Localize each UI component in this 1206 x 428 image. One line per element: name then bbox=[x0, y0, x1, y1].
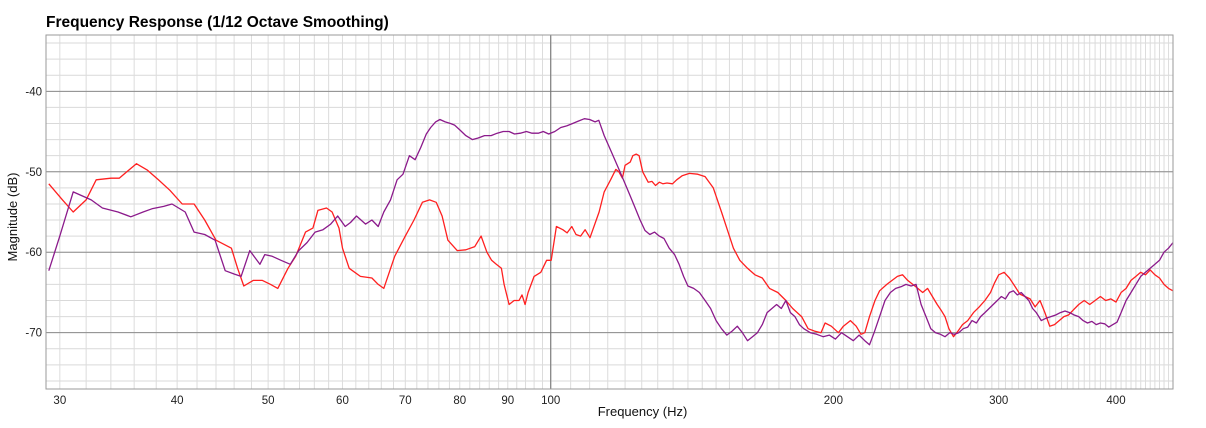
y-tick-label: -70 bbox=[25, 328, 42, 340]
y-axis-ticks: -40 -50 -60 -70 bbox=[25, 86, 42, 339]
x-tick-label: 400 bbox=[1106, 395, 1125, 407]
x-tick-label: 30 bbox=[53, 395, 66, 407]
x-tick-label: 100 bbox=[541, 395, 560, 407]
chart-title: Frequency Response (1/12 Octave Smoothin… bbox=[46, 14, 389, 31]
x-tick-label: 80 bbox=[453, 395, 466, 407]
y-axis-title: Magnitude (dB) bbox=[5, 173, 20, 262]
x-tick-label: 50 bbox=[262, 395, 275, 407]
major-grid bbox=[46, 35, 1173, 389]
minor-grid bbox=[46, 35, 1174, 389]
y-tick-label: -60 bbox=[25, 247, 42, 259]
y-tick-label: -40 bbox=[25, 86, 42, 98]
x-axis-title: Frequency (Hz) bbox=[598, 404, 688, 419]
series-line-2 bbox=[48, 118, 1174, 346]
x-tick-label: 90 bbox=[501, 395, 514, 407]
x-tick-label: 60 bbox=[336, 395, 349, 407]
x-axis-ticks: 30 40 50 60 70 80 90 100 200 300 400 bbox=[53, 395, 1125, 407]
plot-frame bbox=[45, 34, 1174, 390]
x-tick-label: 300 bbox=[989, 395, 1008, 407]
x-tick-label: 70 bbox=[399, 395, 412, 407]
x-tick-label: 40 bbox=[171, 395, 184, 407]
x-tick-label: 200 bbox=[824, 395, 843, 407]
series-layer bbox=[48, 118, 1174, 346]
y-tick-label: -50 bbox=[25, 167, 42, 179]
